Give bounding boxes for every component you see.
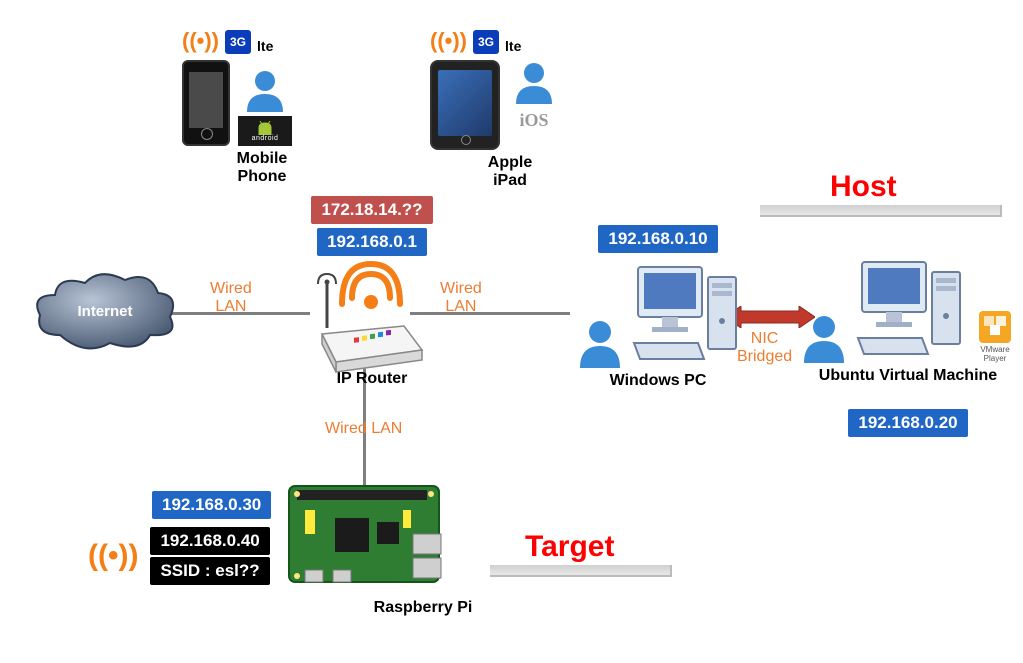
user-icon — [798, 313, 850, 363]
section-host-rule — [760, 205, 1002, 217]
edge-label-internet-router: Wired LAN — [210, 280, 252, 316]
ip-router-wan: 172.18.14.?? — [311, 196, 432, 224]
edge-text: Wired LAN — [325, 420, 402, 437]
node-rpi-label: Raspberry Pi — [338, 599, 508, 617]
ssid-rpi: SSID : esl?? — [150, 557, 269, 585]
ios-badge: iOS — [519, 110, 548, 131]
wifi-icon-large — [336, 260, 406, 321]
node-rpi: 192.168.0.30 ((•)) 192.168.0.40 SSID : e… — [88, 480, 508, 617]
badge-lte: lte — [505, 38, 521, 54]
vmware-label: VMware Player — [972, 345, 1018, 363]
tablet-icon — [430, 60, 500, 150]
node-ipad-label: Apple iPad — [430, 154, 590, 190]
section-target-rule — [490, 565, 672, 577]
user-icon — [510, 60, 558, 104]
user-icon — [574, 318, 626, 368]
badge-lte: lte — [257, 38, 273, 54]
badge-3g: 3G — [473, 30, 499, 54]
wifi-icon: ((•)) — [430, 28, 467, 54]
android-badge: android — [238, 116, 292, 146]
node-winpc: 192.168.0.10 Windows PC — [558, 225, 758, 390]
user-icon — [241, 68, 289, 112]
edge-label-router-rpi: Wired LAN — [325, 420, 402, 438]
router-icon — [314, 324, 424, 379]
node-ubuntu-label: Ubuntu Virtual Machine — [798, 367, 1018, 385]
node-mobile: ((•)) 3G lte android Mobile Phone — [182, 28, 342, 186]
node-router: 172.18.14.?? 192.168.0.1 — [292, 196, 452, 388]
section-host-label: Host — [830, 170, 897, 204]
ip-ubuntu: 192.168.0.20 — [848, 409, 967, 437]
node-winpc-label: Windows PC — [558, 372, 758, 390]
node-internet-label: Internet — [30, 303, 180, 320]
smartphone-icon — [182, 60, 230, 146]
ip-winpc: 192.168.0.10 — [598, 225, 717, 253]
desktop-pc-icon — [856, 258, 966, 363]
ip-router-lan: 192.168.0.1 — [317, 228, 427, 256]
node-ubuntu: VMware Player Ubuntu Virtual Machine 192… — [798, 258, 1018, 437]
ip-rpi-eth: 192.168.0.30 — [152, 491, 271, 519]
edge-text: Wired — [210, 280, 252, 297]
vmware-icon: VMware Player — [972, 309, 1018, 363]
desktop-pc-icon — [632, 263, 742, 368]
edge-text: LAN — [215, 298, 246, 315]
ip-rpi-wifi: 192.168.0.40 — [150, 527, 269, 555]
node-internet: Internet — [30, 265, 180, 370]
wifi-icon: ((•)) — [182, 28, 219, 54]
wifi-icon: ((•)) — [88, 539, 138, 573]
node-ipad: ((•)) 3G lte iOS Apple iPad — [430, 28, 590, 190]
badge-3g: 3G — [225, 30, 251, 54]
node-mobile-label: Mobile Phone — [182, 150, 342, 186]
raspberrypi-icon — [285, 480, 445, 595]
section-target-label: Target — [525, 530, 614, 564]
